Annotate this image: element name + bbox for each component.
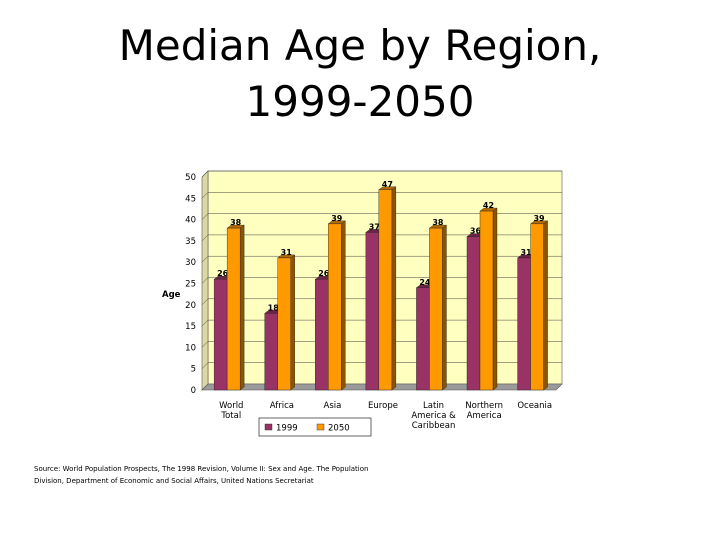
y-tick-label: 40 bbox=[185, 216, 196, 226]
data-label-2050: 39 bbox=[331, 214, 343, 223]
y-tick-label: 30 bbox=[185, 258, 196, 268]
bar-side-2050 bbox=[341, 220, 346, 391]
bar-2050 bbox=[429, 227, 443, 391]
data-label-1999: 36 bbox=[470, 227, 482, 236]
x-tick-label: Caribbean bbox=[412, 421, 456, 431]
data-label-2050: 31 bbox=[281, 248, 293, 257]
data-label-2050: 38 bbox=[432, 218, 444, 227]
data-label-2050: 47 bbox=[382, 180, 393, 189]
gridline-side bbox=[201, 341, 209, 348]
bar-side-2050 bbox=[239, 224, 245, 391]
x-tick-label: Europe bbox=[368, 401, 398, 411]
data-label-2050: 38 bbox=[230, 218, 242, 227]
legend-swatch-1999 bbox=[264, 423, 273, 431]
bar-2050 bbox=[277, 257, 291, 391]
x-tick-label: Total bbox=[220, 411, 241, 421]
bar-2050 bbox=[530, 223, 544, 391]
data-label-1999: 18 bbox=[268, 303, 280, 312]
slide-title: Median Age by Region, 1999-2050 bbox=[0, 18, 720, 130]
data-label-1999: 31 bbox=[520, 248, 532, 257]
y-tick-label: 0 bbox=[191, 386, 196, 396]
median-age-bar-chart: 0 5 10 15 20 25 30 35 40 45 50 Age 26 18 26 37 24 36 31 38 3… bbox=[162, 170, 563, 437]
bar-1999 bbox=[315, 279, 329, 391]
x-tick-label: America & bbox=[411, 411, 456, 421]
y-tick-label: 50 bbox=[185, 173, 196, 183]
gridline-side bbox=[201, 277, 209, 284]
bar-2050 bbox=[226, 227, 241, 391]
bar-2050 bbox=[328, 223, 342, 391]
bar-1999 bbox=[466, 236, 481, 391]
bar-2050 bbox=[479, 210, 494, 391]
bar-1999 bbox=[264, 313, 278, 391]
legend-box bbox=[258, 417, 372, 437]
data-label-2050: 39 bbox=[533, 214, 545, 223]
bar-side-2050 bbox=[391, 186, 397, 391]
data-label-2050: 42 bbox=[483, 201, 494, 210]
title-line-1: Median Age by Region, bbox=[118, 21, 602, 70]
y-tick-label: 35 bbox=[185, 237, 196, 247]
gridline-side bbox=[201, 256, 209, 263]
x-tick-label: America bbox=[467, 411, 502, 421]
bar-1999 bbox=[517, 257, 531, 391]
y-tick-label: 45 bbox=[185, 194, 196, 204]
bar-side-2050 bbox=[442, 224, 447, 391]
bar-side-2050 bbox=[543, 220, 548, 391]
y-axis-label: Age bbox=[162, 290, 181, 300]
source-note: Source: World Population Prospects, The … bbox=[34, 465, 369, 485]
data-label-1999: 24 bbox=[419, 278, 431, 287]
x-tick-label: Latin bbox=[423, 401, 444, 411]
y-tick-label: 5 bbox=[191, 365, 196, 375]
x-tick-label: Northern bbox=[465, 401, 503, 411]
data-label-1999: 26 bbox=[318, 269, 330, 278]
y-tick-label: 25 bbox=[185, 280, 196, 290]
bar-side-2050 bbox=[492, 207, 498, 391]
x-tick-label: Asia bbox=[324, 401, 342, 411]
legend-label-2050: 2050 bbox=[328, 424, 350, 434]
gridline-side bbox=[201, 192, 209, 199]
y-tick-label: 15 bbox=[185, 322, 196, 332]
y-tick-label: 10 bbox=[185, 343, 196, 353]
legend-label-1999: 1999 bbox=[276, 424, 298, 434]
x-tick-label: Africa bbox=[270, 401, 294, 411]
title-line-2: 1999-2050 bbox=[245, 77, 475, 126]
gridline-side bbox=[201, 319, 209, 327]
gridline-side bbox=[201, 362, 209, 369]
gridline-side bbox=[201, 234, 209, 242]
bar-2050 bbox=[378, 189, 393, 391]
data-label-1999: 37 bbox=[369, 222, 380, 231]
gridline-side bbox=[201, 298, 209, 305]
bar-side-2050 bbox=[290, 254, 295, 391]
x-tick-label: World bbox=[219, 401, 243, 411]
gridline-side bbox=[201, 213, 209, 220]
bar-1999 bbox=[365, 232, 380, 391]
gridline-side bbox=[201, 170, 209, 178]
legend-swatch-2050 bbox=[316, 423, 325, 431]
bar-1999 bbox=[416, 287, 430, 391]
x-tick-label: Oceania bbox=[517, 401, 552, 411]
bar-1999 bbox=[213, 279, 228, 391]
data-label-1999: 26 bbox=[217, 269, 229, 278]
y-tick-label: 20 bbox=[185, 301, 196, 311]
